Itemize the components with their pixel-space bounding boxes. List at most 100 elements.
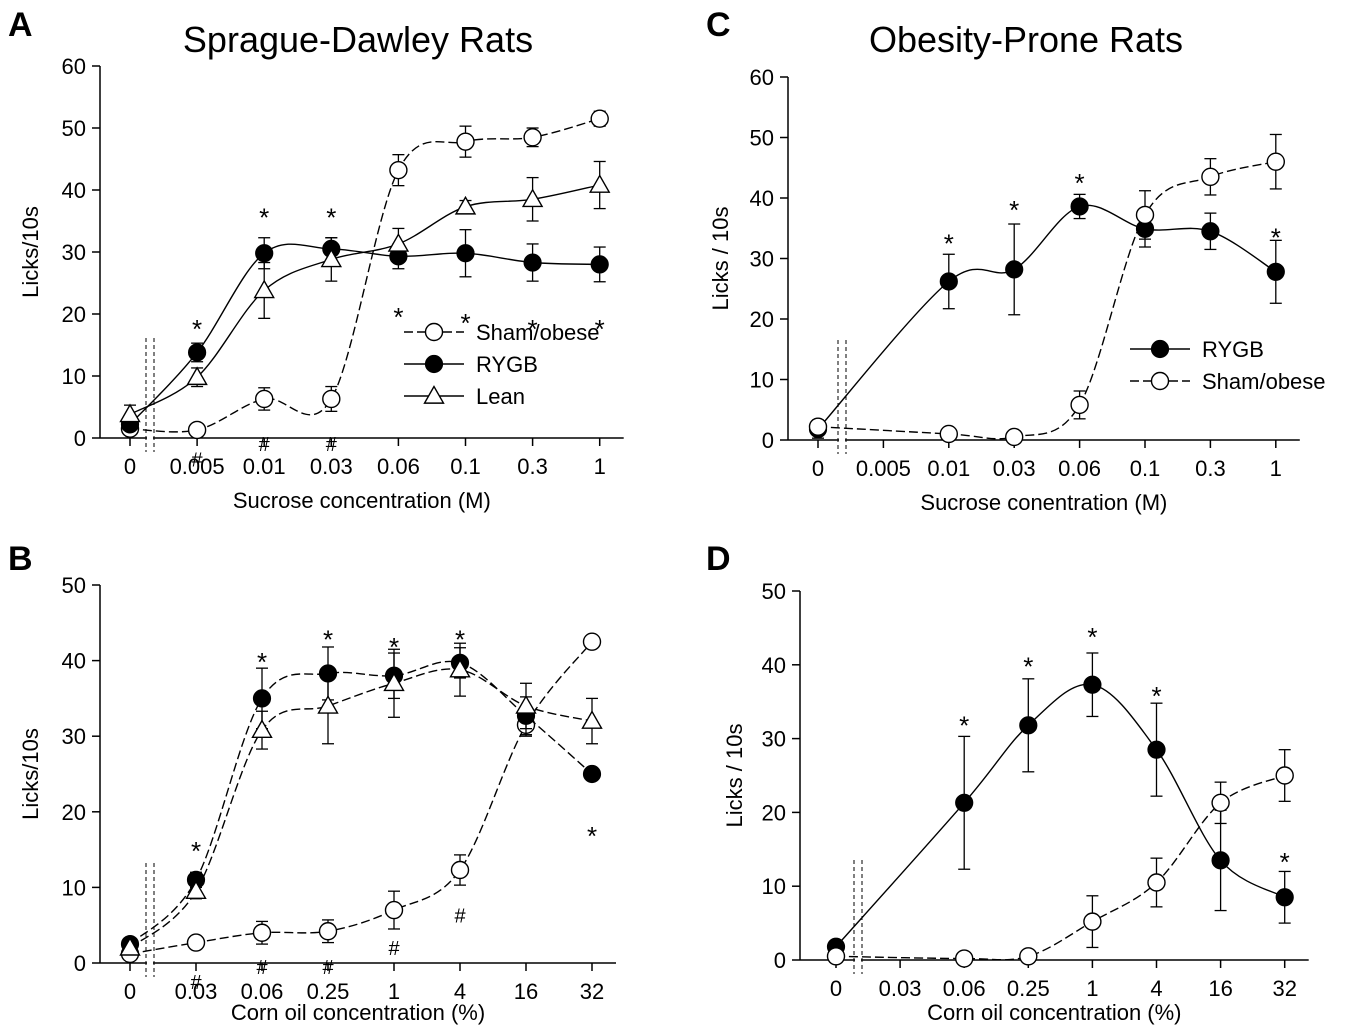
legend: Sham/obese RYGB Lean — [404, 320, 600, 409]
y-tick-label: 10 — [62, 364, 86, 389]
y-tick-label: 20 — [62, 800, 86, 825]
x-tick-label: 0.06 — [943, 976, 986, 1001]
y-tick-label: 10 — [62, 875, 86, 900]
data-point-sham-obese — [939, 424, 958, 444]
data-point-lean — [185, 880, 207, 900]
y-tick-label: 20 — [762, 800, 786, 825]
data-point-rygb — [582, 764, 602, 784]
x-tick-label: 0.25 — [307, 979, 350, 1004]
data-point-sham-obese — [1201, 167, 1220, 187]
data-point-sham-obese — [1147, 873, 1166, 892]
data-point-sham-obese — [1019, 947, 1038, 966]
y-tick-label: 30 — [762, 727, 786, 752]
y-tick-label: 0 — [74, 426, 86, 451]
data-point-sham-obese — [252, 923, 272, 942]
data-point-rygb — [1019, 716, 1038, 735]
significance-asterisk: * — [326, 203, 336, 233]
y-tick-label: 0 — [774, 948, 786, 973]
data-point-lean — [515, 695, 537, 714]
significance-asterisk: * — [587, 821, 597, 851]
x-tick-label: 0 — [124, 454, 136, 479]
hash-marker: # — [326, 434, 338, 456]
y-tick-label: 50 — [762, 579, 786, 604]
data-point-rygb — [1201, 222, 1220, 241]
data-point-rygb — [1275, 888, 1294, 907]
axis-break-gap — [147, 961, 153, 965]
significance-asterisk: * — [455, 624, 465, 654]
y-tick-label: 50 — [62, 116, 86, 141]
legend-label: Lean — [476, 384, 525, 409]
x-tick-label: 0.1 — [450, 454, 481, 479]
data-point-rygb — [188, 343, 207, 362]
significance-asterisk: * — [528, 314, 538, 344]
legend-marker — [1150, 339, 1170, 359]
y-tick-label: 10 — [750, 368, 774, 393]
series-sham-obese — [826, 749, 1294, 968]
data-point-sham-obese — [1266, 152, 1286, 171]
data-point-lean — [119, 936, 141, 956]
y-tick-label: 0 — [74, 951, 86, 976]
legend: RYGB Sham/obese — [1130, 337, 1326, 394]
series-line-sham-obese — [129, 641, 593, 955]
data-point-sham-obese — [322, 389, 341, 409]
x-tick-label: 1 — [1270, 456, 1282, 481]
series-line-rygb — [835, 683, 1286, 948]
data-point-rygb — [456, 244, 475, 263]
significance-asterisk: * — [389, 632, 399, 662]
y-tick-label: 40 — [762, 653, 786, 678]
data-point-sham-obese — [808, 417, 828, 436]
series-line-sham-obese — [817, 161, 1276, 440]
panel-d: D 0 10 20 30 40 50 0 0.03 0.06 0.25 1 4 16 32 Corn oil… — [706, 540, 1309, 1025]
data-point-sham-obese — [450, 860, 470, 880]
x-tick-label: 0.25 — [1007, 976, 1050, 1001]
x-tick-label: 0.3 — [517, 454, 548, 479]
data-point-sham-obese — [1135, 205, 1155, 225]
significance-asterisk: * — [1023, 651, 1033, 681]
x-tick-label: 0.005 — [856, 456, 911, 481]
data-point-lean — [186, 366, 208, 386]
significance-asterisk: * — [944, 228, 954, 258]
data-point-rygb — [1266, 262, 1285, 281]
y-tick-label: 50 — [750, 126, 774, 151]
y-tick-label: 60 — [750, 65, 774, 90]
significance-asterisk: * — [393, 302, 403, 332]
data-point-rygb — [1070, 197, 1089, 216]
significance-asterisk: * — [191, 836, 201, 866]
axis-break-gap — [839, 438, 845, 442]
x-tick-label: 0.005 — [170, 454, 225, 479]
series-rygb — [826, 652, 1294, 956]
significance-asterisk: * — [1151, 681, 1161, 711]
hash-marker: # — [322, 957, 334, 979]
data-point-sham-obese — [1070, 395, 1089, 415]
x-tick-label: 32 — [580, 979, 604, 1004]
data-point-lean — [383, 672, 405, 692]
series-sham-obese — [120, 632, 602, 964]
significance-asterisk: * — [1087, 622, 1097, 652]
significance-asterisk: * — [595, 314, 605, 344]
legend-marker — [424, 354, 444, 374]
x-axis-title: Sucrose concentration (M) — [233, 488, 491, 513]
hash-marker: # — [388, 938, 400, 960]
x-tick-label: 16 — [514, 979, 538, 1004]
y-tick-label: 0 — [762, 428, 774, 453]
x-tick-label: 1 — [594, 454, 606, 479]
hash-marker: # — [256, 957, 268, 979]
data-point-rygb — [1211, 851, 1230, 870]
axis-break-gap — [147, 436, 153, 440]
panel-c-title: Obesity-Prone Rats — [869, 19, 1183, 60]
data-point-rygb — [252, 689, 272, 708]
data-point-lean — [521, 188, 544, 208]
data-point-rygb — [1147, 740, 1166, 759]
data-point-sham-obese — [389, 160, 408, 180]
panel-letter-a: A — [8, 6, 33, 44]
significance-asterisk: * — [323, 624, 333, 654]
data-point-sham-obese — [826, 947, 846, 966]
series-rygb — [120, 646, 602, 954]
significance-asterisk: * — [959, 710, 969, 740]
data-point-lean — [581, 710, 603, 729]
series-lean — [119, 160, 611, 425]
data-point-sham-obese — [523, 128, 542, 147]
hash-marker: # — [259, 434, 271, 456]
y-tick-label: 20 — [62, 302, 86, 327]
hash-marker: # — [454, 905, 466, 927]
